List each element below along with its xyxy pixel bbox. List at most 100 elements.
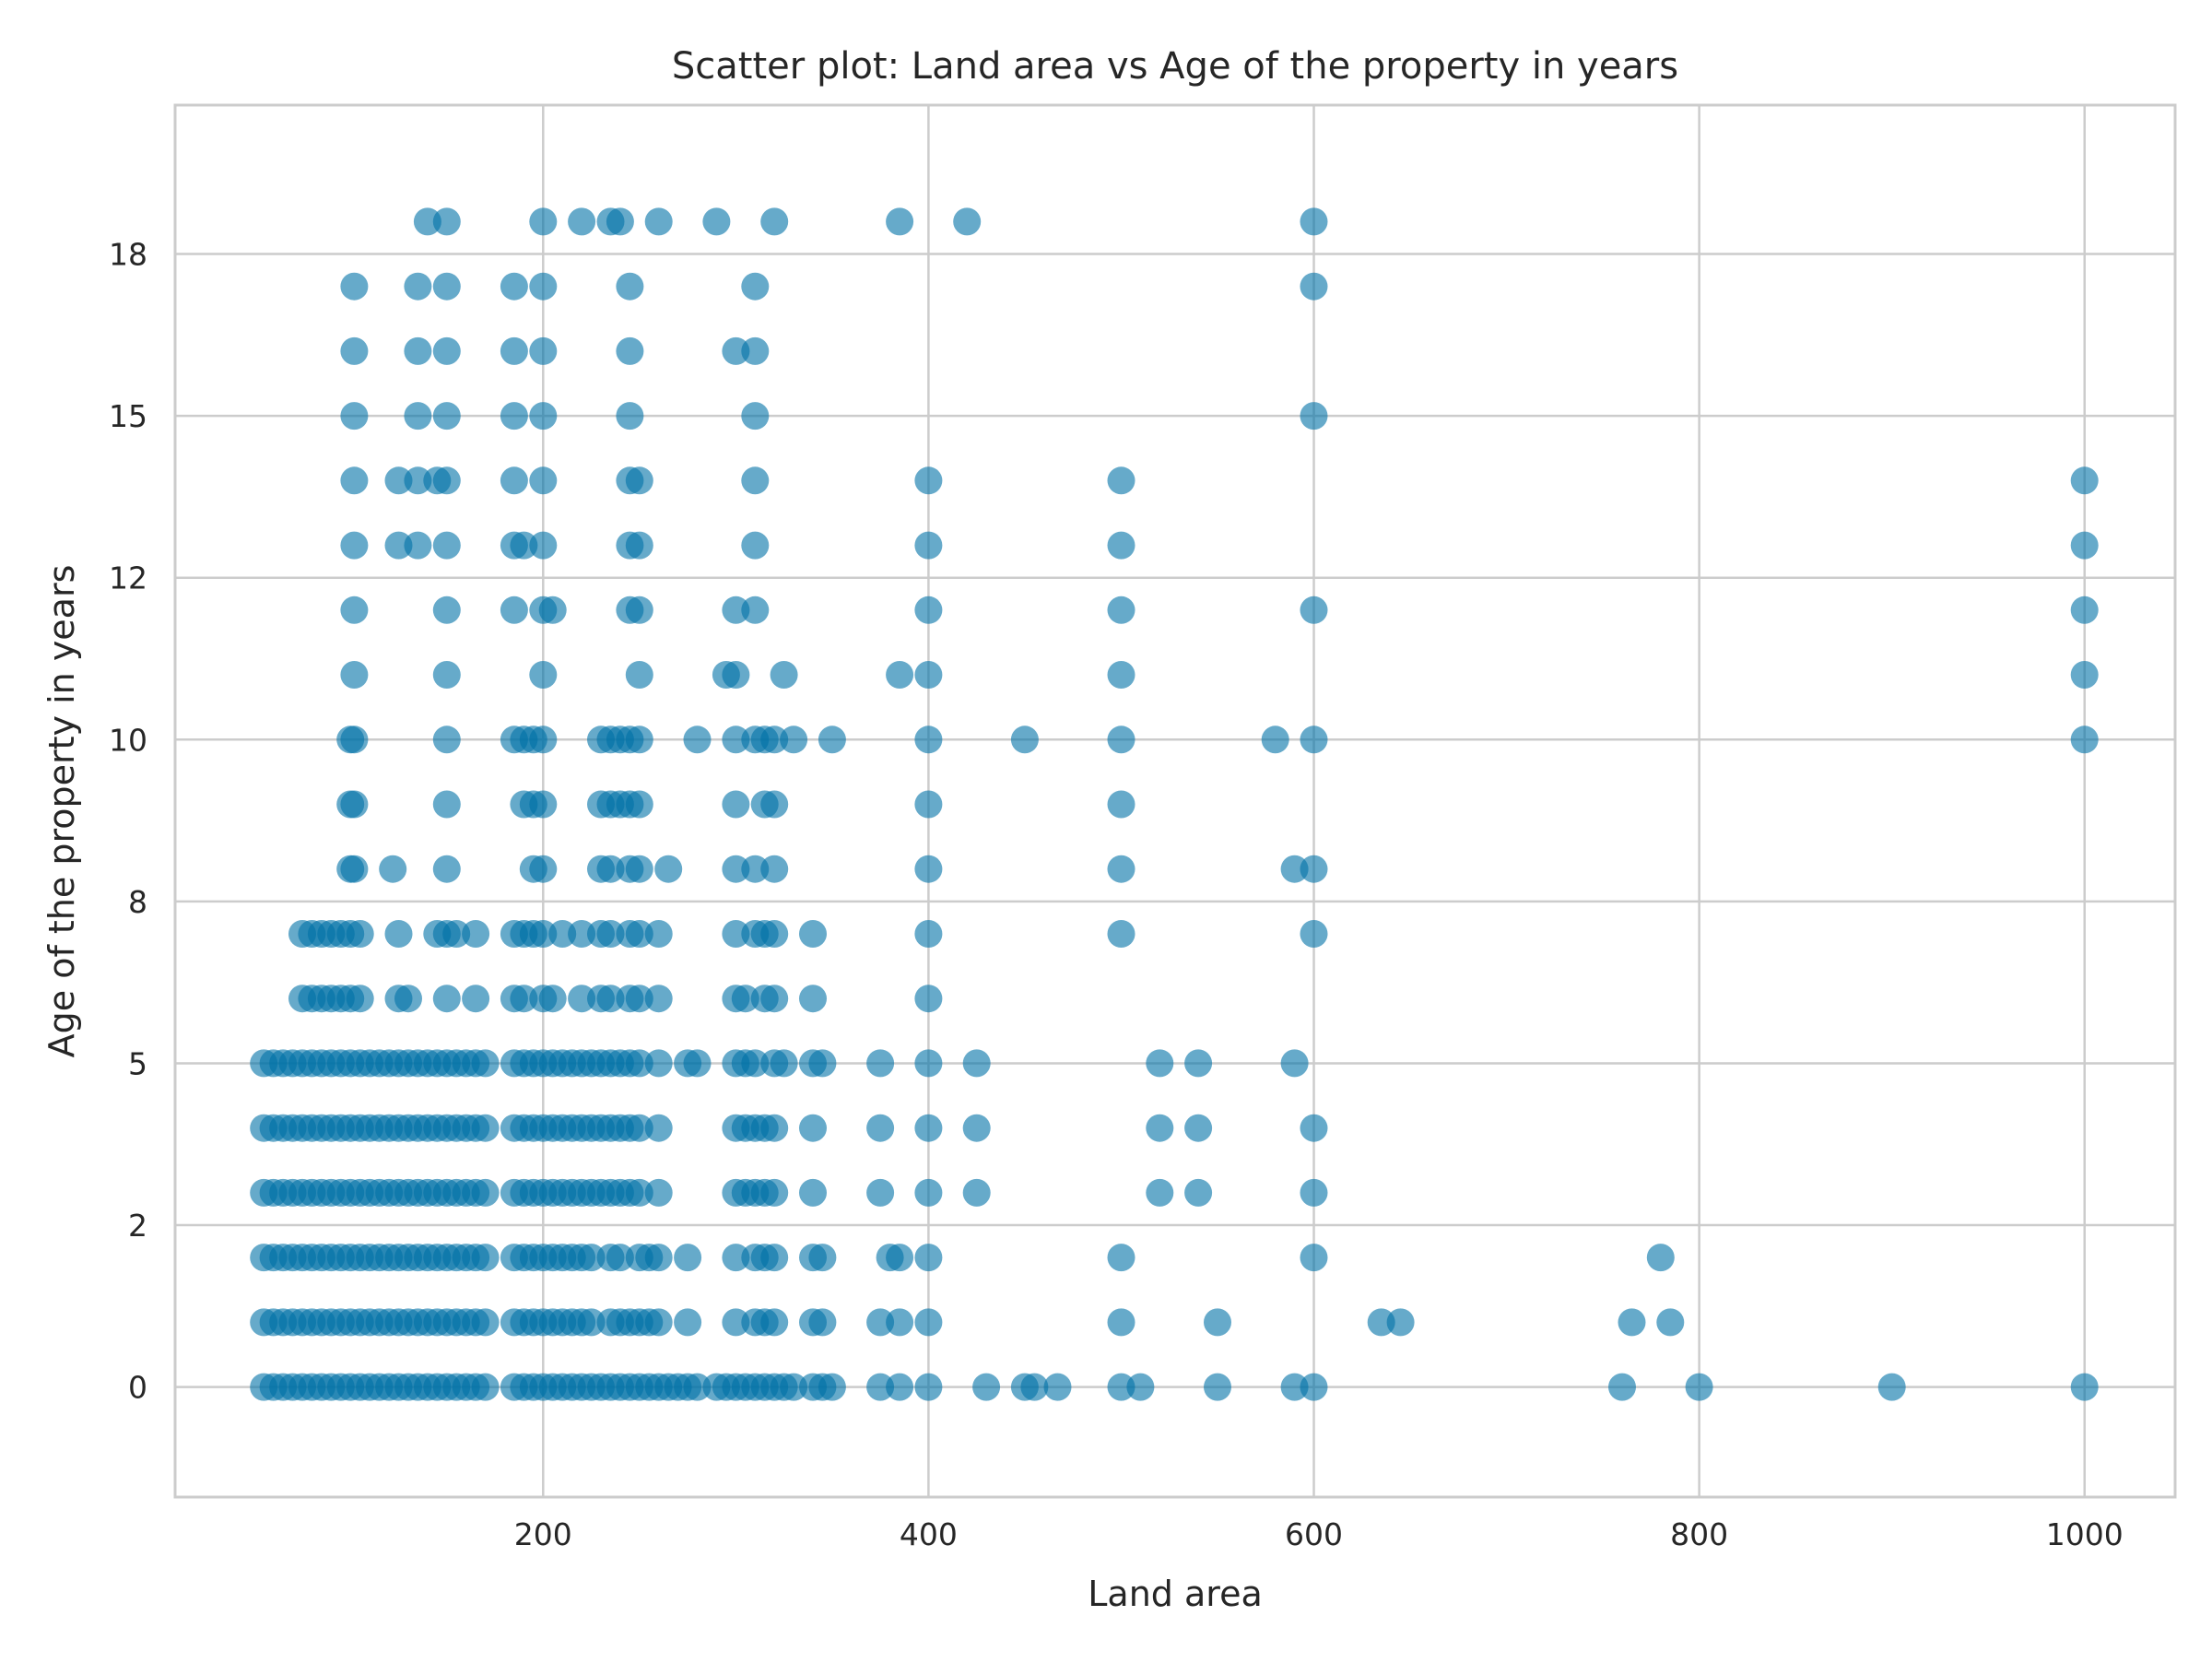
data-point xyxy=(1146,1049,1174,1078)
data-point xyxy=(1107,661,1135,689)
data-point xyxy=(1300,920,1328,948)
y-tick-label: 15 xyxy=(109,398,147,434)
data-point xyxy=(1126,1373,1155,1401)
data-point xyxy=(2070,1373,2099,1401)
x-tick-labels: 200 400 600 800 1000 xyxy=(514,1516,2124,1552)
data-point xyxy=(972,1373,1001,1401)
data-point xyxy=(529,336,558,365)
data-point xyxy=(2070,725,2099,754)
data-point xyxy=(442,920,471,948)
y-tick-label: 18 xyxy=(109,237,147,273)
data-point xyxy=(625,985,653,1013)
data-point xyxy=(404,531,432,560)
data-point xyxy=(1107,790,1135,819)
data-point xyxy=(340,725,369,754)
data-point xyxy=(340,531,369,560)
data-point xyxy=(568,207,596,236)
data-point xyxy=(722,661,750,689)
data-point xyxy=(702,207,731,236)
data-point xyxy=(886,1373,914,1401)
data-point xyxy=(529,661,558,689)
data-point xyxy=(471,1178,500,1207)
data-point xyxy=(1300,596,1328,624)
data-point xyxy=(1184,1178,1213,1207)
data-point xyxy=(654,855,683,883)
x-tick-label: 1000 xyxy=(2046,1516,2124,1552)
data-point xyxy=(780,725,808,754)
data-point xyxy=(1300,855,1328,883)
data-point xyxy=(722,855,750,883)
x-tick-label: 200 xyxy=(514,1516,572,1552)
data-point xyxy=(500,466,528,495)
x-axis-label: Land area xyxy=(1088,1574,1262,1614)
data-point xyxy=(1146,1178,1174,1207)
data-point xyxy=(1261,725,1289,754)
data-point xyxy=(625,531,653,560)
data-point xyxy=(529,531,558,560)
data-point xyxy=(462,920,490,948)
data-point xyxy=(1204,1373,1231,1401)
data-point xyxy=(808,1049,837,1078)
data-point xyxy=(1107,855,1135,883)
data-point xyxy=(529,272,558,301)
data-point xyxy=(722,1308,750,1337)
data-point xyxy=(596,855,625,883)
data-point xyxy=(625,725,653,754)
data-point xyxy=(596,920,625,948)
data-point xyxy=(432,985,461,1013)
data-point xyxy=(760,1114,789,1142)
data-point xyxy=(760,725,789,754)
data-point xyxy=(1685,1373,1713,1401)
data-point xyxy=(886,1244,914,1272)
data-point xyxy=(432,790,461,819)
data-point xyxy=(1386,1308,1415,1337)
data-point xyxy=(866,1049,895,1078)
data-point xyxy=(722,336,750,365)
data-point xyxy=(340,402,369,430)
data-point xyxy=(340,272,369,301)
data-point xyxy=(914,1244,943,1272)
data-point xyxy=(799,1178,827,1207)
data-point xyxy=(471,1114,500,1142)
y-tick-label: 10 xyxy=(109,722,147,758)
data-point xyxy=(404,272,432,301)
data-point xyxy=(471,1373,500,1401)
data-point xyxy=(384,531,413,560)
data-point xyxy=(1877,1373,1906,1401)
data-point xyxy=(683,1373,712,1401)
data-point xyxy=(644,1178,673,1207)
data-point xyxy=(577,1244,606,1272)
y-tick-label: 0 xyxy=(128,1370,147,1406)
data-point xyxy=(722,790,750,819)
data-point xyxy=(510,531,538,560)
data-point xyxy=(644,920,673,948)
data-point xyxy=(577,1308,606,1337)
data-point xyxy=(741,1049,770,1078)
data-point xyxy=(2070,596,2099,624)
data-point xyxy=(760,1178,789,1207)
data-point xyxy=(914,531,943,560)
data-point xyxy=(340,466,369,495)
data-point xyxy=(886,207,914,236)
data-point xyxy=(770,661,798,689)
data-point xyxy=(1300,725,1328,754)
data-point xyxy=(914,1114,943,1142)
data-point xyxy=(914,661,943,689)
data-point xyxy=(1280,855,1309,883)
data-point xyxy=(722,1244,750,1272)
data-point xyxy=(1010,725,1039,754)
data-point xyxy=(914,790,943,819)
y-tick-label: 5 xyxy=(128,1045,147,1081)
data-point xyxy=(1020,1373,1049,1401)
data-point xyxy=(683,1049,712,1078)
data-point xyxy=(644,985,673,1013)
data-point xyxy=(760,1244,789,1272)
data-point xyxy=(384,466,413,495)
data-point xyxy=(616,336,644,365)
data-point xyxy=(432,402,461,430)
data-point xyxy=(500,336,528,365)
data-point xyxy=(760,985,789,1013)
data-point xyxy=(866,1178,895,1207)
data-point xyxy=(432,855,461,883)
